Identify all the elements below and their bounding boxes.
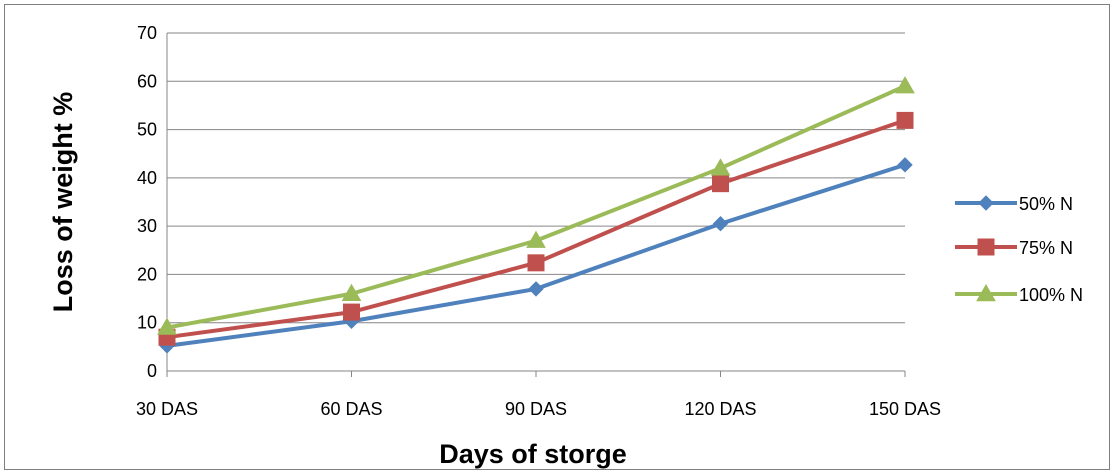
y-tick-label: 50 — [137, 120, 157, 140]
data-point — [341, 283, 362, 301]
legend-item: 100% N — [955, 283, 1083, 305]
data-series — [157, 76, 915, 354]
legend-label: 100% N — [1019, 285, 1083, 305]
x-tick-label: 60 DAS — [320, 399, 382, 419]
data-point — [343, 303, 360, 321]
data-point — [526, 230, 546, 248]
data-point — [710, 158, 731, 176]
y-tick-label: 10 — [137, 313, 157, 333]
data-point — [712, 216, 729, 232]
data-point — [895, 76, 915, 94]
data-point — [896, 111, 914, 129]
x-tick-label: 150 DAS — [869, 399, 941, 419]
legend-item: 75% N — [955, 238, 1073, 258]
y-tick-labels: 0 10 20 30 40 50 60 70 — [137, 23, 157, 381]
x-tick-label: 90 DAS — [505, 399, 567, 419]
legend-marker — [976, 283, 996, 302]
x-axis-title: Days of storge — [439, 439, 627, 469]
y-tick-label: 30 — [137, 216, 157, 236]
y-tick-label: 0 — [147, 361, 157, 381]
data-point — [528, 281, 544, 297]
x-tick-label: 30 DAS — [136, 399, 198, 419]
gridlines — [166, 32, 906, 377]
x-tick-labels: 30 DAS 60 DAS 90 DAS 120 DAS 150 DAS — [136, 399, 941, 419]
series-2 — [157, 76, 915, 335]
series-line — [166, 118, 906, 340]
data-point — [527, 254, 545, 272]
legend-label: 75% N — [1019, 238, 1073, 258]
legend: 50% N 75% N 100% N — [955, 194, 1083, 305]
y-tick-label: 20 — [137, 264, 157, 284]
data-point — [157, 317, 177, 335]
x-tick-label: 120 DAS — [684, 399, 756, 419]
data-point — [712, 175, 729, 193]
legend-marker — [978, 195, 994, 211]
legend-label: 50% N — [1019, 194, 1073, 214]
legend-marker — [977, 238, 995, 256]
y-tick-label: 70 — [137, 23, 157, 43]
y-tick-label: 40 — [137, 168, 157, 188]
data-point — [897, 157, 913, 173]
y-axis-title: Loss of weight % — [48, 92, 78, 313]
series-1 — [158, 111, 914, 346]
legend-item: 50% N — [955, 194, 1073, 214]
y-tick-label: 60 — [137, 71, 157, 91]
